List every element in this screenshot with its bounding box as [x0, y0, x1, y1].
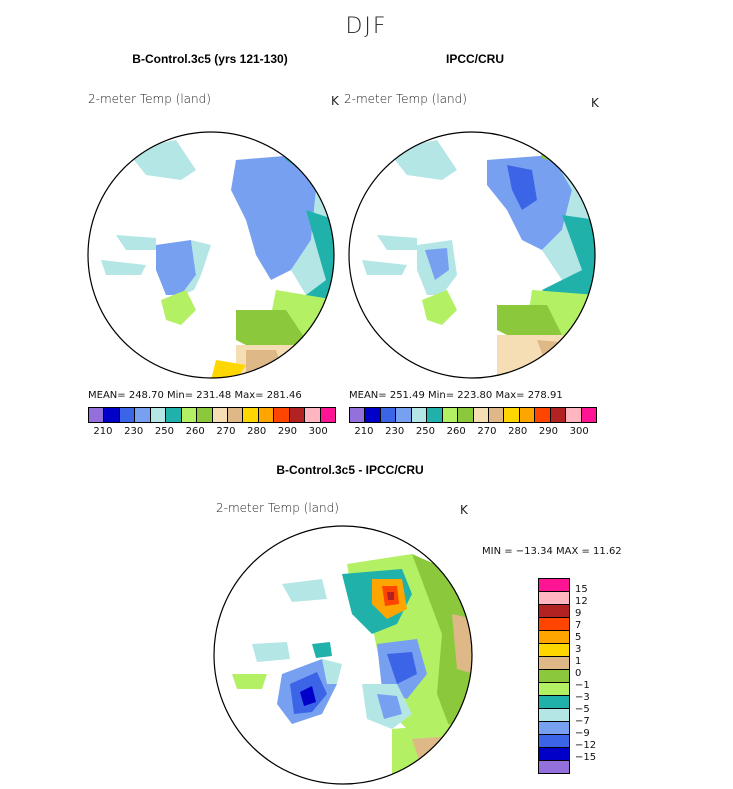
colorbar-tick-label: 250	[415, 426, 435, 437]
colorbar-swatch	[119, 408, 136, 422]
colorbar-tick-label: 210	[93, 426, 113, 437]
diff-legend-swatch	[538, 656, 570, 670]
colorbar-swatch	[212, 408, 228, 422]
colorbar-tick-label: 250	[154, 426, 174, 437]
colorbar-swatch	[274, 408, 290, 422]
colorbar-swatch	[427, 408, 443, 422]
diff-legend-label: 7	[575, 620, 582, 631]
diff-legend-label: 15	[575, 584, 588, 595]
diff-legend-swatch	[538, 591, 570, 605]
diff-legend-swatch	[538, 682, 570, 696]
colorbar-tick-label: 300	[569, 426, 589, 437]
diff-variable-label: 2-meter Temp (land)	[216, 501, 339, 515]
diff-legend-label: −15	[575, 752, 597, 763]
colorbar-tick-label: 260	[185, 426, 205, 437]
colorbar-swatch	[504, 408, 520, 422]
diff-legend-label: 12	[575, 596, 588, 607]
obs-stats: MEAN= 251.49 Min= 223.80 Max= 278.91	[349, 390, 563, 401]
diff-legend-swatch	[538, 617, 570, 631]
model-colorbar	[88, 407, 336, 423]
colorbar-swatch	[396, 408, 412, 422]
diff-legend-swatch	[538, 721, 570, 735]
diff-legend-label: 0	[575, 668, 582, 679]
diff-legend-label: 9	[575, 608, 582, 619]
diff-legend-label: −1	[575, 680, 590, 691]
colorbar-tick-label: 230	[385, 426, 405, 437]
diff-legend-label: −12	[575, 740, 597, 751]
obs-polar-map	[347, 130, 597, 380]
season-title: DJF	[345, 14, 388, 39]
diff-legend-label: 3	[575, 644, 582, 655]
diff-units-label: K	[460, 503, 468, 517]
colorbar-swatch	[535, 408, 551, 422]
colorbar-swatch	[227, 408, 244, 422]
model-variable-label: 2-meter Temp (land)	[88, 92, 211, 106]
diff-legend-swatch	[538, 643, 570, 657]
colorbar-swatch	[305, 408, 321, 422]
obs-variable-label: 2-meter Temp (land)	[344, 92, 467, 106]
colorbar-swatch	[166, 408, 182, 422]
obs-colorbar	[349, 407, 597, 423]
colorbar-swatch	[473, 408, 489, 422]
colorbar-swatch	[258, 408, 275, 422]
colorbar-swatch	[104, 408, 120, 422]
obs-colorbar-ticks: 210 230 250 260 270 280 290 300	[349, 426, 595, 440]
colorbar-tick-label: 270	[216, 426, 236, 437]
model-colorbar-ticks: 210 230 250 260 270 280 290 300	[88, 426, 334, 440]
colorbar-swatch	[566, 408, 582, 422]
diff-legend-swatch	[538, 708, 570, 722]
colorbar-tick-label: 230	[124, 426, 144, 437]
model-polar-map	[86, 130, 336, 380]
colorbar-swatch	[458, 408, 474, 422]
colorbar-swatch	[442, 408, 459, 422]
colorbar-swatch	[150, 408, 167, 422]
diff-legend-label: −9	[575, 728, 590, 739]
colorbar-swatch	[365, 408, 381, 422]
diff-legend-label: −3	[575, 692, 590, 703]
colorbar-swatch	[181, 408, 198, 422]
diff-legend-swatch	[538, 604, 570, 618]
colorbar-swatch	[411, 408, 428, 422]
model-units-label: K	[331, 94, 339, 108]
colorbar-swatch	[550, 408, 567, 422]
diff-legend-label: 5	[575, 632, 582, 643]
colorbar-swatch	[581, 408, 596, 422]
diff-legend-swatch	[538, 760, 570, 774]
obs-panel-title: IPCC/CRU	[445, 52, 504, 66]
diff-legend-swatch	[538, 734, 570, 748]
diff-legend-label: −5	[575, 704, 590, 715]
colorbar-tick-label: 280	[247, 426, 267, 437]
colorbar-swatch	[350, 408, 366, 422]
diff-legend-swatch	[538, 578, 570, 592]
diff-panel-title: B-Control.3c5 - IPCC/CRU	[276, 463, 424, 477]
colorbar-tick-label: 280	[508, 426, 528, 437]
colorbar-tick-label: 260	[446, 426, 466, 437]
model-stats: MEAN= 248.70 Min= 231.48 Max= 281.46	[88, 390, 302, 401]
diff-legend-swatch	[538, 630, 570, 644]
colorbar-swatch	[89, 408, 105, 422]
colorbar-swatch	[320, 408, 335, 422]
obs-units-label: K	[591, 96, 599, 110]
colorbar-swatch	[380, 408, 397, 422]
diff-polar-map	[212, 524, 474, 786]
colorbar-tick-label: 210	[354, 426, 374, 437]
diff-legend-label: −7	[575, 716, 590, 727]
colorbar-swatch	[289, 408, 306, 422]
diff-legend	[538, 578, 570, 774]
diff-minmax: MIN = −13.34 MAX = 11.62	[482, 546, 622, 557]
colorbar-swatch	[519, 408, 536, 422]
colorbar-swatch	[197, 408, 213, 422]
model-panel-title: B-Control.3c5 (yrs 121-130)	[132, 52, 288, 66]
colorbar-tick-label: 290	[538, 426, 558, 437]
colorbar-swatch	[488, 408, 505, 422]
diff-legend-label: 1	[575, 656, 582, 667]
colorbar-swatch	[243, 408, 259, 422]
diff-legend-swatch	[538, 669, 570, 683]
colorbar-tick-label: 300	[308, 426, 328, 437]
colorbar-swatch	[135, 408, 151, 422]
colorbar-tick-label: 270	[477, 426, 497, 437]
colorbar-tick-label: 290	[277, 426, 297, 437]
diff-legend-swatch	[538, 695, 570, 709]
diff-legend-swatch	[538, 747, 570, 761]
